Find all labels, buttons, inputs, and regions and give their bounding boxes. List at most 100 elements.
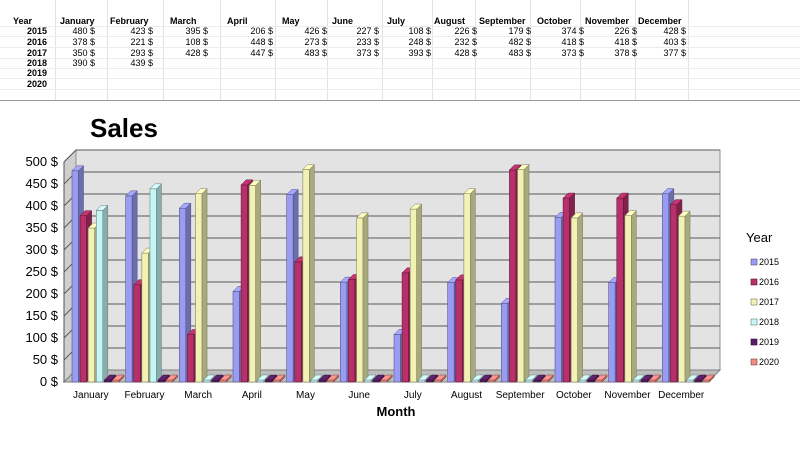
sales-cell[interactable]: 418 $: [561, 37, 584, 47]
x-tick-label: July: [404, 390, 422, 401]
sales-cell[interactable]: 426 $: [304, 26, 327, 36]
bar-september-2020: [541, 374, 554, 383]
spreadsheet-table: Year January February March April May June July…: [0, 0, 800, 101]
y-tick-label: 100 $: [25, 330, 58, 345]
x-tick-label: September: [496, 390, 546, 401]
y-tick-label: 300 $: [25, 242, 58, 257]
sales-cell[interactable]: 248 $: [408, 37, 431, 47]
sales-cell[interactable]: 373 $: [356, 48, 379, 58]
sales-cell[interactable]: 374 $: [561, 26, 584, 36]
row-year-label: 2017: [26, 48, 47, 58]
sales-cell[interactable]: 448 $: [250, 37, 273, 47]
row-year-label: 2019: [26, 68, 47, 78]
x-tick-label: May: [296, 390, 315, 401]
sales-cell[interactable]: 483 $: [508, 48, 531, 58]
sales-cell[interactable]: 206 $: [250, 26, 273, 36]
column-header-month: May: [282, 16, 300, 26]
sales-cell[interactable]: 179 $: [508, 26, 531, 36]
x-tick-label: October: [556, 390, 592, 401]
bar-january-2020: [111, 374, 125, 383]
column-header-month: February: [110, 16, 149, 26]
bar-june-2017: [355, 212, 369, 383]
sales-cell[interactable]: 233 $: [356, 37, 379, 47]
sales-cell[interactable]: 232 $: [454, 37, 477, 47]
sales-cell[interactable]: 377 $: [663, 48, 686, 58]
chart-title: Sales: [90, 113, 158, 143]
row-year-label: 2018: [26, 58, 47, 68]
column-header-month: July: [387, 16, 406, 26]
bar-may-2017: [302, 163, 315, 383]
y-tick-label: 250 $: [25, 264, 58, 279]
sales-cell[interactable]: 480 $: [72, 26, 95, 36]
x-tick-label: January: [73, 390, 109, 401]
x-axis-title: Month: [377, 404, 416, 419]
bar-march-2017: [194, 188, 208, 383]
column-header-month: April: [227, 16, 248, 26]
sales-cell[interactable]: 373 $: [561, 48, 584, 58]
legend-swatch: [750, 338, 758, 346]
x-tick-label: March: [184, 390, 212, 401]
sales-cell[interactable]: 483 $: [304, 48, 327, 58]
legend-label: 2015: [759, 257, 779, 267]
bar-june-2020: [380, 374, 393, 383]
chart-svg: 0 $ 50 $ 100 $ 150 $ 200 $ 250 $ 300 $ 350 $ 400…: [25, 113, 779, 419]
y-tick-label: 150 $: [25, 308, 58, 323]
x-tick-label: December: [658, 390, 705, 401]
bar-december-2020: [702, 374, 715, 383]
bar-april-2018: [256, 374, 270, 383]
bar-july-2017: [409, 203, 423, 383]
sales-cell[interactable]: 108 $: [185, 37, 208, 47]
y-tick-label: 350 $: [25, 220, 58, 235]
column-header-month: September: [479, 16, 526, 26]
bar-june-2018: [364, 374, 377, 383]
y-tick-label: 400 $: [25, 198, 58, 213]
bar-november-2017: [624, 210, 637, 383]
sales-cell[interactable]: 482 $: [508, 37, 531, 47]
bar-march-2020: [219, 374, 232, 383]
x-tick-label: June: [348, 390, 370, 401]
sales-cell[interactable]: 428 $: [185, 48, 208, 58]
bar-february-2020: [165, 374, 179, 383]
sales-cell[interactable]: 221 $: [130, 37, 153, 47]
sales-cell[interactable]: 403 $: [663, 37, 686, 47]
column-header-month: March: [170, 16, 197, 26]
sales-cell[interactable]: 393 $: [408, 48, 431, 58]
sales-cell[interactable]: 293 $: [130, 48, 153, 58]
sales-cell[interactable]: 428 $: [663, 26, 686, 36]
sales-cell[interactable]: 439 $: [130, 58, 153, 68]
bar-september-2017: [516, 163, 530, 383]
legend-label: 2020: [759, 357, 779, 367]
sales-cell[interactable]: 273 $: [304, 37, 327, 47]
sales-cell[interactable]: 378 $: [614, 48, 637, 58]
column-header-month: June: [332, 16, 354, 26]
y-tick-label: 0 $: [40, 374, 59, 389]
sales-cell[interactable]: 423 $: [130, 26, 153, 36]
legend-item: 2015: [750, 257, 779, 267]
bar-april-2020: [272, 374, 286, 383]
sales-cell[interactable]: 428 $: [454, 48, 477, 58]
sales-cell[interactable]: 378 $: [72, 37, 95, 47]
x-tick-label: August: [451, 390, 482, 401]
bar-august-2017: [463, 188, 476, 383]
sales-cell[interactable]: 108 $: [408, 26, 431, 36]
sales-cell[interactable]: 226 $: [454, 26, 477, 36]
legend-swatch: [750, 358, 758, 366]
bar-may-2020: [326, 374, 340, 383]
legend-swatch: [750, 298, 758, 306]
bar-april-2017: [248, 179, 262, 383]
column-header-month: January: [60, 16, 95, 26]
legend-label: 2018: [759, 317, 779, 327]
sales-cell[interactable]: 227 $: [356, 26, 379, 36]
column-header-month: December: [638, 16, 682, 26]
sales-cell[interactable]: 395 $: [185, 26, 208, 36]
y-tick-label: 200 $: [25, 286, 58, 301]
column-header-year: Year: [13, 16, 33, 26]
sales-cell[interactable]: 350 $: [72, 48, 95, 58]
bar-august-2020: [487, 374, 501, 383]
sales-cell[interactable]: 447 $: [250, 48, 273, 58]
sales-cell[interactable]: 418 $: [614, 37, 637, 47]
sales-cell[interactable]: 226 $: [614, 26, 637, 36]
y-tick-label: 50 $: [33, 352, 59, 367]
bar-november-2020: [648, 374, 662, 383]
sales-cell[interactable]: 390 $: [72, 58, 95, 68]
